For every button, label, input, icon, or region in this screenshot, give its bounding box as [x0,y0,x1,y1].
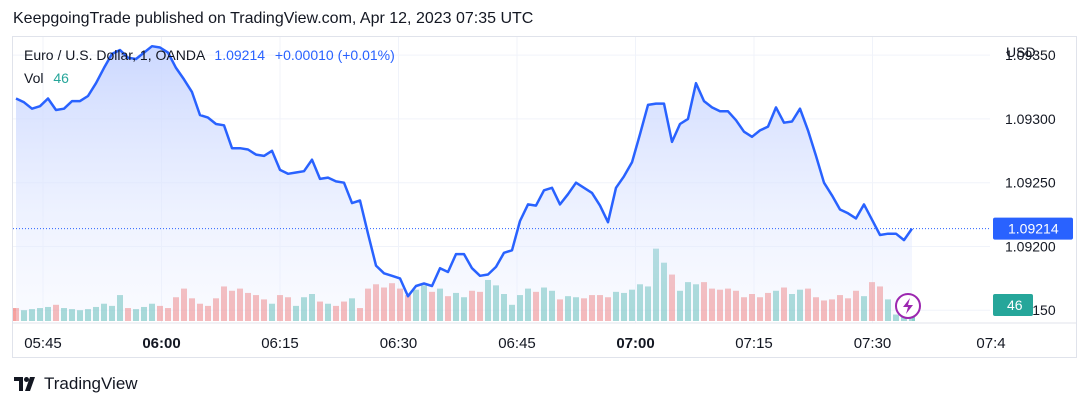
volume-legend[interactable]: Vol 46 [24,70,69,86]
last-price: 1.09214 [214,47,266,63]
last-volume-tag-label: 46 [1007,297,1023,313]
tradingview-logo[interactable]: TradingView [14,374,138,394]
x-tick-label: 06:45 [498,335,536,352]
x-tick-label: 06:30 [380,335,418,352]
y-tick-label: 1.09250 [1005,175,1056,191]
currency-label[interactable]: USD [1006,44,1036,60]
volume-value: 46 [53,70,69,86]
y-tick-label: 1.09300 [1005,111,1056,127]
lightning-icon[interactable] [895,293,921,319]
x-tick-label: 07:00 [616,335,654,352]
symbol-name: Euro / U.S. Dollar, 1, OANDA [24,47,205,63]
axis-tags: 1.09214 46 [993,217,1073,316]
published-header: KeepgoingTrade published on TradingView.… [13,10,534,27]
x-tick-label: 07:4 [976,335,1005,352]
x-tick-label: 07:30 [854,335,892,352]
last-price-tag-label: 1.09214 [1008,221,1059,237]
price-change: +0.00010 (+0.01%) [274,47,395,63]
x-tick-label: 05:45 [24,335,62,352]
price-series-line [15,44,914,298]
symbol-legend[interactable]: Euro / U.S. Dollar, 1, OANDA 1.09214 +0.… [24,47,395,63]
tradingview-logo-icon [14,377,35,391]
x-tick-label: 06:15 [261,335,299,352]
last-price-tag [993,217,1073,240]
x-tick-label: 07:15 [735,335,773,352]
price-line [13,44,990,298]
last-volume-tag [993,294,1033,316]
y-tick-label: 1.09350 [1005,47,1056,63]
x-axis-ticks: 05:45 06:00 06:15 06:30 06:45 07:00 07:15 07:30… [13,322,1076,352]
y-tick-label: 1.09200 [1005,238,1056,254]
volume-label: Vol [24,70,44,86]
x-tick-label: 06:00 [142,335,180,352]
price-area [16,46,912,321]
price-area-fill [16,46,912,321]
tradingview-brand-text: TradingView [44,374,138,393]
